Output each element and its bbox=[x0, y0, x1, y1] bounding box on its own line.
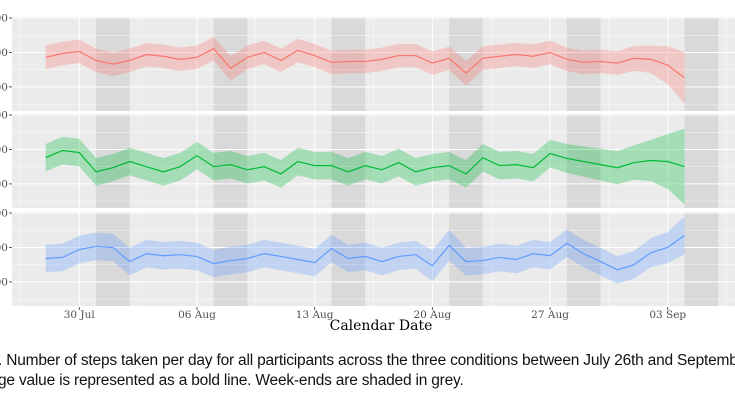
panel-1: 00 00 00 bbox=[0, 13, 735, 111]
confidence-band bbox=[45, 36, 685, 104]
weekend-shade bbox=[684, 17, 719, 111]
y-tick-label: 00 bbox=[0, 81, 8, 93]
x-tick-label: 20 Aug bbox=[413, 309, 451, 321]
x-tick-label: 06 Aug bbox=[178, 309, 216, 321]
figure-caption-line-1: . Number of steps taken per day for all … bbox=[0, 352, 735, 369]
y-tick-label: 00 bbox=[0, 178, 8, 190]
x-tick-label: 13 Aug bbox=[296, 309, 334, 321]
weekend-shade bbox=[213, 17, 248, 111]
mean-line bbox=[45, 47, 685, 79]
y-tick-label: 00 bbox=[0, 242, 8, 254]
weekend-shade bbox=[449, 114, 483, 208]
x-axis-title: Calendar Date bbox=[330, 318, 433, 334]
x-tick-label: 30 Jul bbox=[64, 309, 96, 321]
figure-caption-line-2: ge value is represented as a bold line. … bbox=[0, 372, 464, 389]
mean-line bbox=[45, 234, 685, 271]
y-tick-label: 00 bbox=[0, 110, 8, 122]
mean-line bbox=[45, 149, 685, 175]
y-tick-label: 00 bbox=[0, 144, 8, 156]
weekend-shade bbox=[96, 212, 130, 306]
y-tick-label: 00 bbox=[0, 208, 8, 220]
weekend-shade bbox=[684, 212, 719, 306]
x-tick-label: 03 Sep bbox=[649, 309, 686, 321]
y-tick-label: 00 bbox=[0, 13, 8, 25]
weekend-shade bbox=[213, 114, 248, 208]
panel-2: 00 00 00 bbox=[0, 110, 735, 208]
y-tick-label: 00 bbox=[0, 276, 8, 288]
weekend-shade bbox=[96, 114, 130, 208]
weekend-shade bbox=[449, 212, 483, 306]
weekend-shade bbox=[331, 17, 366, 111]
weekend-shade bbox=[566, 17, 601, 111]
x-tick-label: 27 Aug bbox=[531, 309, 569, 321]
confidence-band bbox=[45, 216, 685, 284]
weekend-shade bbox=[331, 114, 366, 208]
weekend-shade bbox=[684, 114, 719, 208]
y-tick-label: 00 bbox=[0, 47, 8, 59]
panel-3: 00 00 00 bbox=[0, 208, 735, 306]
confidence-band bbox=[45, 128, 685, 205]
